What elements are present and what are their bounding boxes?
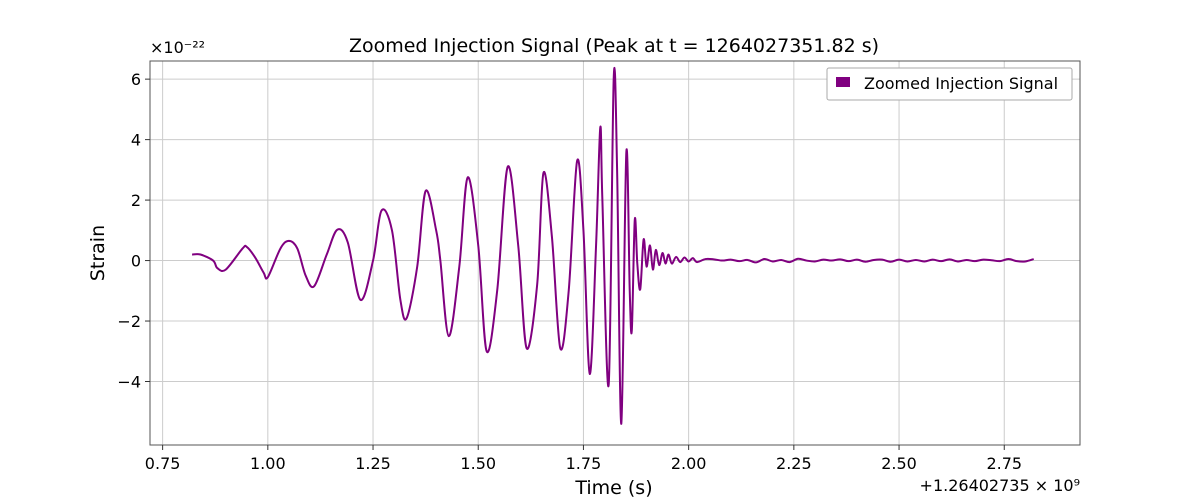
- chart-title: Zoomed Injection Signal (Peak at t = 126…: [349, 35, 879, 57]
- y-tick-label: 0: [131, 252, 141, 271]
- x-offset-label: +1.26402735 × 10⁹: [920, 476, 1080, 495]
- plot-frame: [149, 60, 1081, 446]
- x-tick-label: 1.75: [566, 454, 602, 473]
- x-tick-label: 2.00: [671, 454, 707, 473]
- x-tick-label: 0.75: [145, 454, 181, 473]
- y-tick-label: 4: [131, 131, 141, 150]
- x-tick-label: 1.50: [460, 454, 496, 473]
- y-tick-label: −2: [117, 312, 141, 331]
- y-multiplier-label: ×10⁻²²: [150, 38, 205, 57]
- y-tick-label: 6: [131, 70, 141, 89]
- series-line: [192, 67, 1035, 425]
- x-tick-label: 2.75: [986, 454, 1022, 473]
- series-layer: [192, 67, 1035, 425]
- x-tick-label: 2.25: [776, 454, 812, 473]
- legend-swatch: [836, 77, 850, 87]
- x-tick-label: 2.50: [881, 454, 917, 473]
- y-tick-label: 2: [131, 191, 141, 210]
- x-axis-label: Time (s): [574, 477, 652, 499]
- legend-label: Zoomed Injection Signal: [864, 74, 1058, 93]
- x-axis: 0.75 1.00 1.25 1.50 1.75 2.00 2.25 2.50 2.75: [145, 445, 1022, 473]
- y-tick-label: −4: [117, 373, 141, 392]
- x-tick-label: 1.00: [250, 454, 286, 473]
- legend: Zoomed Injection Signal: [826, 67, 1073, 101]
- x-tick-label: 1.25: [355, 454, 391, 473]
- legend-box: [826, 67, 1073, 101]
- y-axis: −4 −2 0 2 4 6: [117, 70, 150, 392]
- y-axis-label: Strain: [87, 225, 109, 281]
